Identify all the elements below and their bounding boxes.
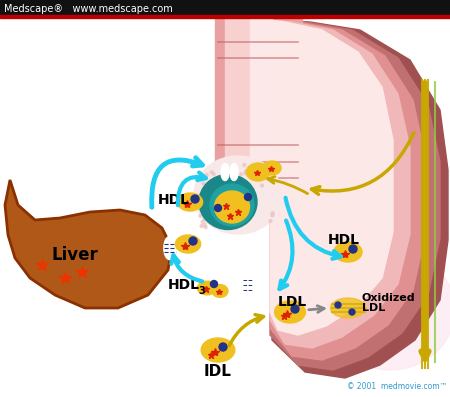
Circle shape [253,200,256,203]
Circle shape [202,182,205,185]
Bar [250,18,272,193]
Circle shape [227,223,230,226]
Bar [215,18,260,193]
Text: Oxidized: Oxidized [362,293,416,303]
Circle shape [221,167,225,170]
Text: HDL: HDL [328,233,360,247]
Ellipse shape [221,164,229,180]
Ellipse shape [243,273,253,295]
Circle shape [244,170,248,173]
Polygon shape [270,20,393,335]
Circle shape [199,214,202,217]
Circle shape [256,173,259,177]
Circle shape [212,173,215,175]
Circle shape [221,195,224,198]
Ellipse shape [325,250,450,370]
Circle shape [291,305,299,313]
Ellipse shape [198,281,216,295]
Circle shape [250,189,253,193]
Circle shape [220,185,223,188]
Ellipse shape [210,184,254,226]
Bar [272,18,302,193]
Text: 3: 3 [198,286,205,296]
Circle shape [200,225,203,227]
Text: Medscape®   www.medscape.com: Medscape® www.medscape.com [4,4,173,13]
Circle shape [228,178,231,181]
Text: IDL: IDL [204,364,232,380]
Circle shape [244,172,247,175]
Ellipse shape [194,156,282,234]
Circle shape [335,302,341,308]
Circle shape [225,168,229,171]
Circle shape [233,212,236,215]
Bar [225,18,250,193]
Ellipse shape [199,175,257,229]
Circle shape [210,171,213,174]
Text: HDL: HDL [168,278,200,292]
Circle shape [207,193,211,196]
Circle shape [201,220,204,224]
Circle shape [244,193,252,200]
Circle shape [243,207,247,210]
Circle shape [231,180,234,183]
Bar [0,0,450,17]
Ellipse shape [334,242,362,262]
Ellipse shape [201,338,235,362]
Circle shape [243,222,246,224]
Circle shape [211,281,217,287]
Ellipse shape [330,298,365,318]
Circle shape [203,218,206,221]
Circle shape [256,166,259,168]
Polygon shape [270,20,440,370]
Polygon shape [270,20,448,378]
Circle shape [261,184,264,187]
Polygon shape [270,20,425,360]
Ellipse shape [263,161,281,175]
Circle shape [218,204,221,207]
Polygon shape [270,20,410,348]
Circle shape [271,212,274,215]
Ellipse shape [176,235,201,253]
Ellipse shape [212,285,228,297]
Ellipse shape [246,163,270,181]
Circle shape [269,220,272,223]
Ellipse shape [274,301,306,323]
Ellipse shape [230,164,238,180]
Bar [0,15,450,18]
Circle shape [220,197,223,199]
Circle shape [203,223,207,226]
Circle shape [349,245,357,253]
Circle shape [252,208,255,212]
Polygon shape [5,180,172,308]
Text: LDL: LDL [278,295,307,309]
Text: LDL: LDL [362,303,385,313]
Text: © 2001  medmovie.com™: © 2001 medmovie.com™ [347,382,447,391]
Circle shape [213,195,216,197]
Circle shape [219,343,227,351]
Circle shape [191,195,199,203]
Text: Liver: Liver [52,246,99,264]
Circle shape [209,214,212,216]
Ellipse shape [215,191,249,223]
Circle shape [205,173,208,176]
Ellipse shape [177,193,202,211]
Circle shape [222,195,225,198]
Ellipse shape [165,237,176,259]
Circle shape [239,173,243,176]
Circle shape [189,237,197,245]
Circle shape [215,204,221,212]
Circle shape [261,175,264,177]
Circle shape [243,164,246,167]
Circle shape [349,309,355,315]
Text: HDL: HDL [158,193,190,207]
Circle shape [204,225,207,229]
Circle shape [271,214,274,217]
